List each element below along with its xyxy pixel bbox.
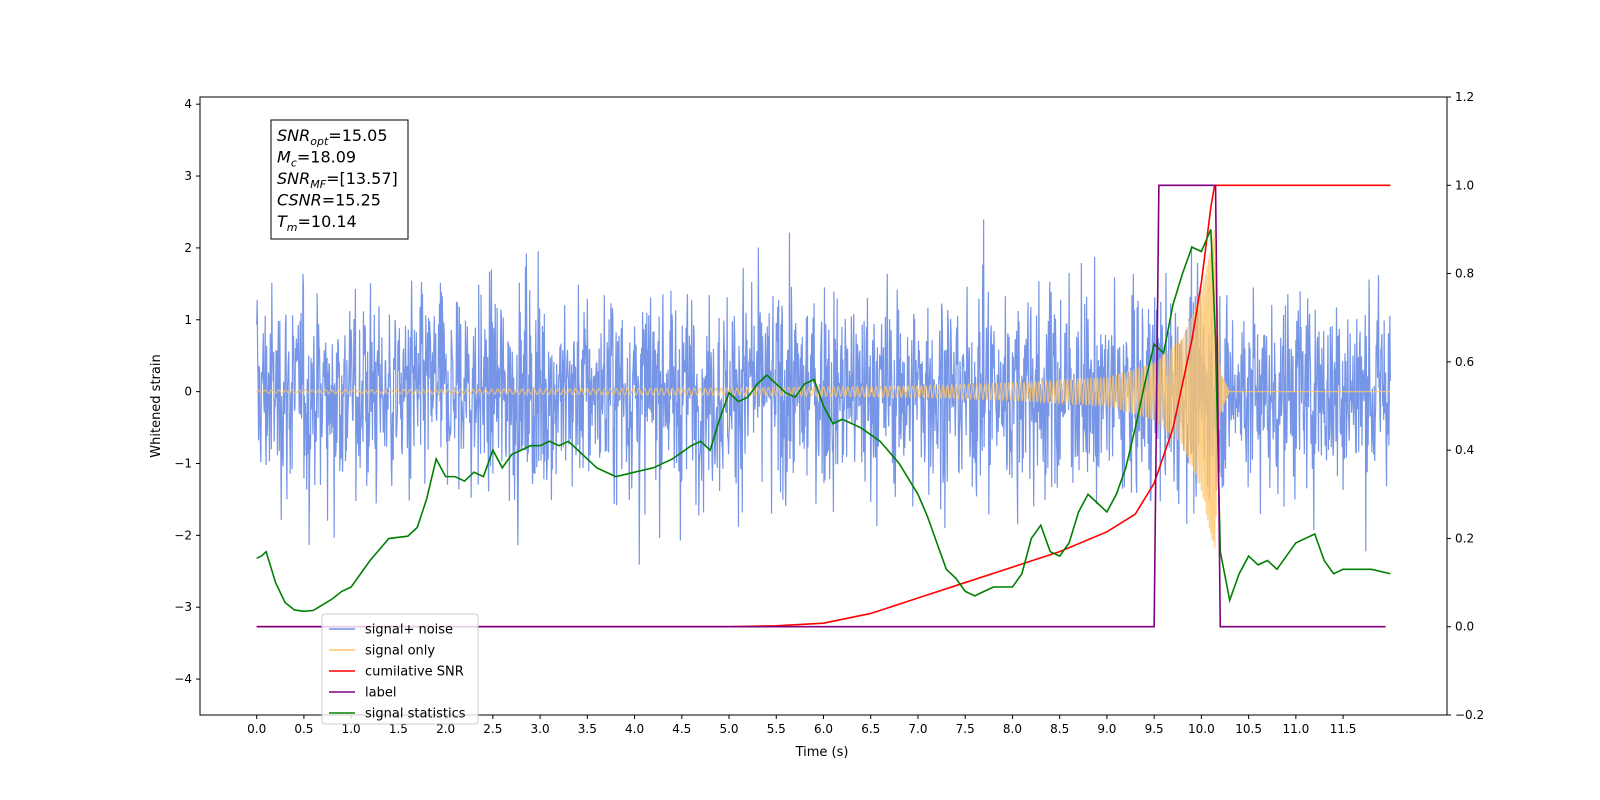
x-tick-label: 4.5 xyxy=(672,722,691,736)
y-tick-label: −1 xyxy=(174,456,192,470)
y-tick-label: −3 xyxy=(174,600,192,614)
y-tick-label: −2 xyxy=(174,528,192,542)
annotation-symbol: CSNR xyxy=(277,191,322,210)
annotation-subscript: c xyxy=(291,157,297,170)
x-tick-label: 3.5 xyxy=(578,722,597,736)
x-tick-label: 1.0 xyxy=(342,722,361,736)
y-tick-label: 3 xyxy=(184,169,192,183)
y2-tick-label: 0.0 xyxy=(1455,620,1474,634)
annotation-line: SNRopt=15.05 xyxy=(277,126,388,148)
x-tick-label: 1.5 xyxy=(389,722,408,736)
annotation-subscript: m xyxy=(287,221,298,234)
x-tick-label: 3.0 xyxy=(531,722,550,736)
annotation-subscript: opt xyxy=(310,135,329,148)
y2-tick-label: 1.2 xyxy=(1455,90,1474,104)
y2-tick-label: 1.0 xyxy=(1455,178,1474,192)
y2-tick-label: −0.2 xyxy=(1455,708,1484,722)
y-tick-label: −4 xyxy=(174,672,192,686)
legend-label: signal only xyxy=(365,644,435,659)
y-tick-label: 0 xyxy=(184,385,192,399)
x-tick-label: 0.0 xyxy=(247,722,266,736)
series-right-axis xyxy=(256,184,1391,628)
x-tick-label: 2.5 xyxy=(483,722,502,736)
annotation-symbol: M xyxy=(277,148,291,167)
annotation-frame xyxy=(270,119,409,240)
y-axis-left: 4 3 2 1 0 −1 −2 −3 −4 xyxy=(174,97,200,686)
x-tick-label: 7.5 xyxy=(956,722,975,736)
x-tick-label: 5.5 xyxy=(767,722,786,736)
legend: signal+ noise signal only cumilative SNR la… xyxy=(321,613,479,725)
y2-tick-label: 0.4 xyxy=(1455,443,1474,457)
annotation-value: =15.05 xyxy=(328,126,387,145)
plot-area xyxy=(256,184,1391,628)
y2-tick-label: 0.8 xyxy=(1455,267,1474,281)
x-tick-label: 4.0 xyxy=(625,722,644,736)
x-tick-label: 11.5 xyxy=(1330,722,1357,736)
annotation-symbol: T xyxy=(277,212,288,231)
annotation-symbol: SNR xyxy=(277,126,310,145)
series-label-line xyxy=(256,184,1386,628)
annotation-line: Tm=10.14 xyxy=(277,212,357,234)
y-axis-right: 1.2 1.0 0.8 0.6 0.4 0.2 0.0 −0.2 xyxy=(1447,90,1484,722)
series-cumilative-snr-line xyxy=(256,184,1391,628)
annotation-line: SNRMF=[13.57] xyxy=(277,169,398,191)
x-tick-label: 6.0 xyxy=(814,722,833,736)
x-tick-label: 11.0 xyxy=(1282,722,1309,736)
x-tick-label: 5.0 xyxy=(719,722,738,736)
series-signal-only-line xyxy=(256,230,1391,548)
x-tick-label: 10.0 xyxy=(1188,722,1215,736)
series-signal-only xyxy=(256,230,1391,548)
annotation-box: SNRopt=15.05Mc=18.09SNRMF=[13.57]CSNR=15… xyxy=(270,119,409,240)
x-tick-label: 8.5 xyxy=(1050,722,1069,736)
annotation-subscript: MF xyxy=(310,178,326,191)
x-tick-label: 7.0 xyxy=(908,722,927,736)
annotation-symbol: SNR xyxy=(277,169,310,188)
x-tick-label: 9.0 xyxy=(1097,722,1116,736)
x-tick-label: 8.0 xyxy=(1003,722,1022,736)
legend-label: cumilative SNR xyxy=(365,665,464,680)
y-tick-label: 4 xyxy=(184,97,192,111)
y2-tick-label: 0.6 xyxy=(1455,355,1474,369)
y-tick-label: 1 xyxy=(184,313,192,327)
annotation-value: =18.09 xyxy=(297,148,356,167)
x-axis: 0.0 0.5 1.0 1.5 2.0 2.5 3.0 3.5 4.0 4.5 5.0 5.5 6.0 6… xyxy=(247,715,1356,736)
annotation-value: =10.14 xyxy=(298,212,357,231)
y-tick-label: 2 xyxy=(184,241,192,255)
annotation-value: =[13.57] xyxy=(326,169,398,188)
legend-label: label xyxy=(365,686,396,701)
y-axis-label: Whitened strain xyxy=(149,354,164,457)
annotation-line: Mc=18.09 xyxy=(277,148,356,170)
legend-frame xyxy=(321,613,479,725)
legend-label: signal statistics xyxy=(365,707,466,722)
x-tick-label: 6.5 xyxy=(861,722,880,736)
annotation-value: =15.25 xyxy=(322,191,381,210)
x-axis-label: Time (s) xyxy=(795,745,849,760)
x-tick-label: 0.5 xyxy=(294,722,313,736)
series-signal-statistics-line xyxy=(256,229,1391,613)
legend-label: signal+ noise xyxy=(365,623,453,638)
x-tick-label: 10.5 xyxy=(1235,722,1262,736)
x-tick-label: 2.0 xyxy=(436,722,455,736)
y2-tick-label: 0.2 xyxy=(1455,531,1474,545)
x-tick-label: 9.5 xyxy=(1145,722,1164,736)
annotation-line: CSNR=15.25 xyxy=(277,191,381,210)
